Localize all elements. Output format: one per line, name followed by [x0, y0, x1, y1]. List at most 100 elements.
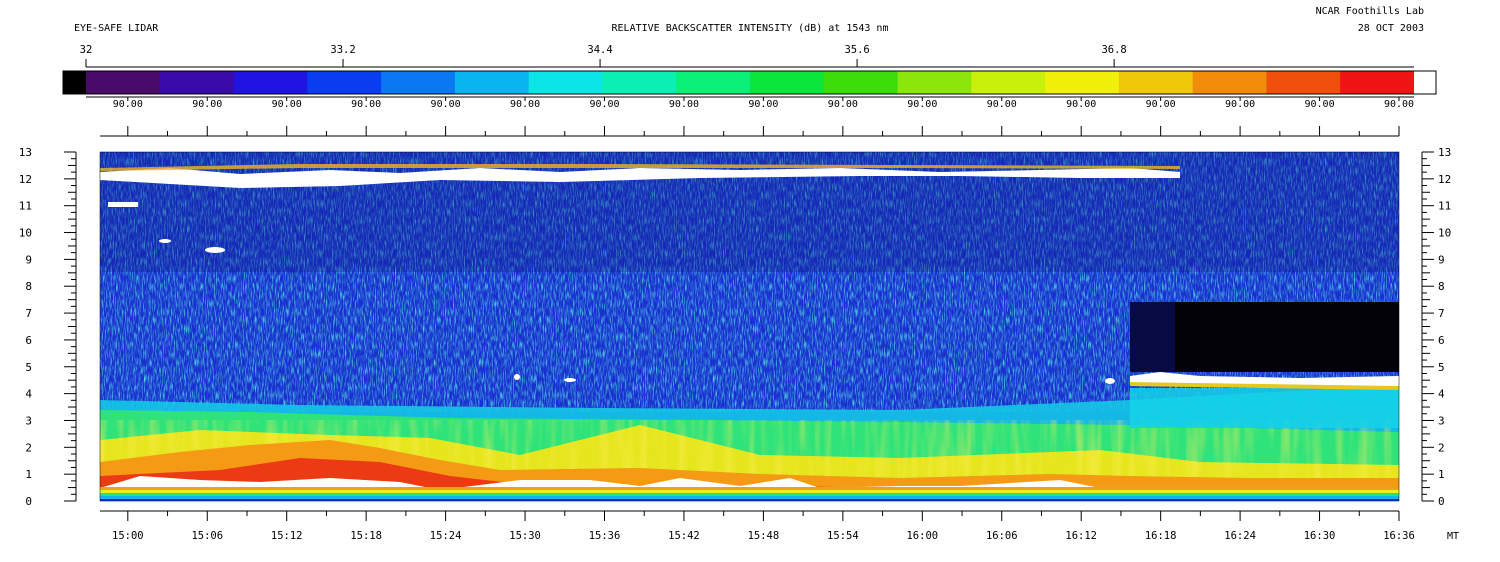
colorbar-bottom-label: 90.00 [1146, 99, 1176, 110]
colorbar-bottom-label: 90.00 [1066, 99, 1096, 110]
height-tick-label: 11 [1438, 200, 1451, 213]
time-axis: 15:00 15:06 15:12 15:18 15:24 15:30 15:36 15:42… [100, 510, 1415, 542]
time-tick-label: 16:06 [986, 530, 1018, 542]
colorbar-bottom-label: 90.00 [828, 99, 858, 110]
height-tick-label: 0 [25, 495, 32, 508]
cloud-patch-b [159, 239, 171, 243]
time-tick-label: 15:42 [668, 530, 700, 542]
attenuated-region-edge [1130, 302, 1175, 372]
colorbar-tick-label: 34.4 [587, 44, 612, 56]
height-tick-label: 10 [19, 227, 32, 240]
time-tick-label: 15:12 [271, 530, 303, 542]
height-tick-label: 5 [1438, 361, 1445, 374]
height-tick-label: 12 [1438, 173, 1451, 186]
height-tick-label: 8 [1438, 280, 1445, 293]
height-tick-label: 6 [25, 334, 32, 347]
height-tick-label: 12 [19, 173, 32, 186]
height-tick-label: 5 [25, 361, 32, 374]
time-tick-label: 16:30 [1304, 530, 1336, 542]
cirrus-12km-fringe [100, 164, 1180, 171]
time-tick-label: 16:18 [1145, 530, 1177, 542]
time-tick-label: 16:36 [1383, 530, 1415, 542]
time-tick-label: 15:30 [509, 530, 541, 542]
colorbar-cell [86, 71, 161, 94]
colorbar-bottom-label: 90.00 [1225, 99, 1255, 110]
height-tick-label: 13 [19, 146, 32, 159]
colorbar-cell [233, 71, 308, 94]
time-tick-label: 16:00 [906, 530, 938, 542]
cloud-base-color [1130, 382, 1399, 390]
height-tick-label: 1 [25, 468, 32, 481]
cloud-patch-a [205, 247, 225, 253]
colorbar-bottom-label: 90.00 [1384, 99, 1414, 110]
colorbar-bottom-label: 90.00 [669, 99, 699, 110]
colorbar-tick-label: 33.2 [330, 44, 355, 56]
date-label: 28 OCT 2003 [1357, 23, 1424, 34]
height-tick-label: 6 [1438, 334, 1445, 347]
time-tick-label: 15:54 [827, 530, 859, 542]
height-tick-label: 3 [25, 414, 32, 427]
colorbar-cell [971, 71, 1046, 94]
surface-band-green [100, 493, 1399, 496]
colorbar-cell [454, 71, 530, 94]
colorbar-cell [1266, 71, 1341, 94]
time-tick-label: 15:00 [112, 530, 144, 542]
surface-band-yellow [100, 490, 1399, 493]
colorbar-cell [602, 71, 677, 94]
cloud-patch-d [1105, 378, 1115, 384]
height-tick-label: 4 [1438, 388, 1445, 401]
colorbar-bottom-label: 90.00 [272, 99, 302, 110]
cirrus-12km [100, 168, 1180, 188]
lidar-heatmap [100, 152, 1399, 501]
colorbar-bottom-label: 90.00 [113, 99, 143, 110]
height-tick-label: 8 [25, 280, 32, 293]
colorbar-cell [897, 71, 972, 94]
plot-frame [99, 151, 1400, 502]
colorbar-cell [159, 71, 235, 94]
below-cloud-cyan [1130, 388, 1399, 428]
colorbar-cell [528, 71, 604, 94]
height-tick-label: 7 [1438, 307, 1445, 320]
colorbar-bottom-label: 90.00 [907, 99, 937, 110]
time-tick-label: 15:36 [589, 530, 621, 542]
colorbar-bottom-label: 90.00 [1304, 99, 1334, 110]
colorbar-bottom-label: 90.00 [987, 99, 1017, 110]
colorbar-bottom-label: 90.00 [351, 99, 381, 110]
colorbar-cell [1118, 71, 1194, 94]
colorbar-cell [1340, 71, 1415, 94]
x-unit-label: MT [1447, 531, 1459, 542]
colorbar-cell [1045, 71, 1120, 94]
time-tick-label: 15:48 [748, 530, 780, 542]
surface-band-blue [100, 499, 1399, 501]
colorbar-tick-label: 35.6 [844, 44, 869, 56]
instrument-label: EYE-SAFE LIDAR [74, 23, 159, 34]
colorbar-cell [381, 71, 456, 94]
boundary-layer-red [100, 458, 1399, 494]
cloud-patch-e [514, 374, 520, 380]
height-tick-label: 1 [1438, 468, 1445, 481]
height-tick-label: 9 [1438, 253, 1445, 266]
height-tick-label: 13 [1438, 146, 1451, 159]
height-tick-label: 2 [1438, 441, 1445, 454]
top-time-ticks [100, 126, 1400, 137]
height-tick-label: 9 [25, 253, 32, 266]
height-tick-label: 0 [1438, 495, 1445, 508]
colorbar-over [1414, 71, 1436, 94]
time-tick-label: 16:24 [1224, 530, 1256, 542]
colorbar-bottom-label: 90.00 [510, 99, 540, 110]
colorbar-bottom-label: 90.00 [431, 99, 461, 110]
colorbar-cell [823, 71, 899, 94]
height-tick-label: 2 [25, 441, 32, 454]
height-tick-label: 3 [1438, 414, 1445, 427]
time-tick-label: 15:06 [191, 530, 223, 542]
colorbar-bottom-label: 90.00 [192, 99, 222, 110]
colorbar-tick-label: 32 [80, 44, 93, 56]
height-tick-label: 11 [19, 200, 32, 213]
colorbar-tick-label: 36.8 [1101, 44, 1126, 56]
height-tick-label: 10 [1438, 227, 1451, 240]
time-tick-label: 16:12 [1065, 530, 1097, 542]
surface-band-orange [100, 487, 1399, 490]
